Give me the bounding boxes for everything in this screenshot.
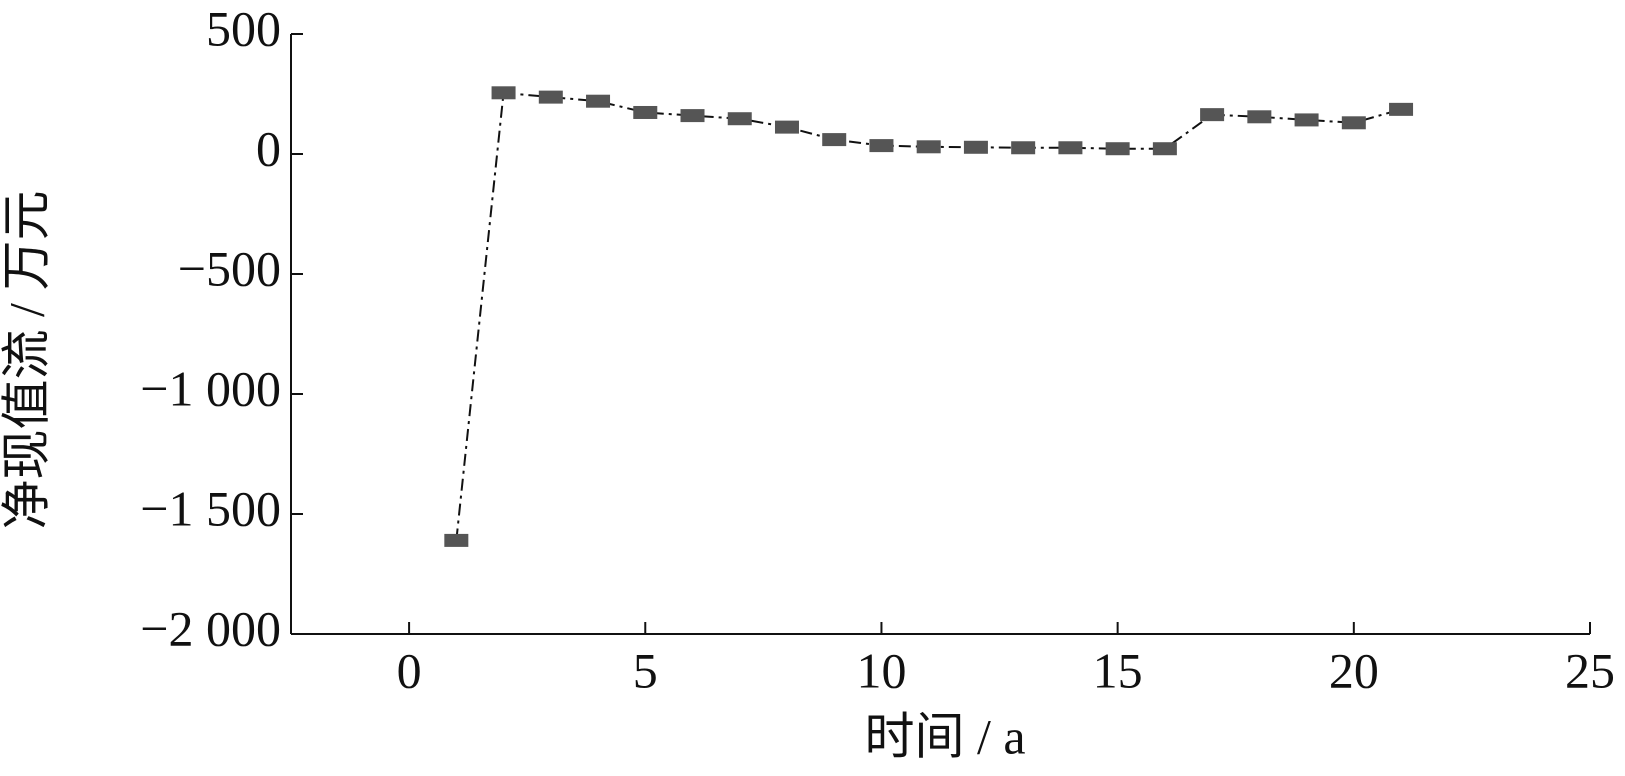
data-marker	[1389, 102, 1414, 116]
data-marker	[774, 120, 799, 134]
data-marker	[680, 109, 705, 123]
data-marker	[538, 90, 563, 104]
y-axis-label: 净现值流 / 万元	[0, 191, 54, 530]
data-marker	[727, 112, 752, 126]
data-marker	[586, 94, 611, 108]
x-tick-label: 25	[1565, 642, 1615, 698]
x-tick-label: 5	[633, 642, 658, 698]
x-tick-label: 15	[1093, 642, 1143, 698]
x-tick-label: 0	[397, 642, 422, 698]
data-marker	[1152, 142, 1177, 156]
y-tick-label: −500	[178, 240, 281, 296]
data-marker	[1011, 141, 1036, 155]
data-marker	[1105, 142, 1130, 156]
data-marker	[444, 533, 469, 547]
y-tick-label: 500	[206, 0, 281, 56]
data-marker	[1247, 110, 1272, 124]
y-tick-label: −1 500	[140, 480, 281, 536]
data-marker	[1294, 113, 1319, 127]
data-marker	[963, 140, 988, 154]
data-marker	[1341, 116, 1366, 130]
data-marker	[822, 133, 847, 147]
data-line	[455, 91, 1402, 541]
data-marker	[1058, 141, 1083, 155]
data-marker	[1200, 108, 1225, 122]
data-marker	[916, 140, 941, 154]
data-marker	[633, 105, 658, 119]
x-tick-label: 20	[1329, 642, 1379, 698]
data-marker	[869, 139, 894, 153]
y-tick-label: −2 000	[140, 600, 281, 656]
x-tick-label: 10	[856, 642, 906, 698]
data-marker	[491, 86, 516, 100]
x-axis-label: 时间 / a	[864, 708, 1025, 764]
y-tick-label: −1 000	[140, 360, 281, 416]
y-tick-label: 0	[256, 120, 281, 176]
